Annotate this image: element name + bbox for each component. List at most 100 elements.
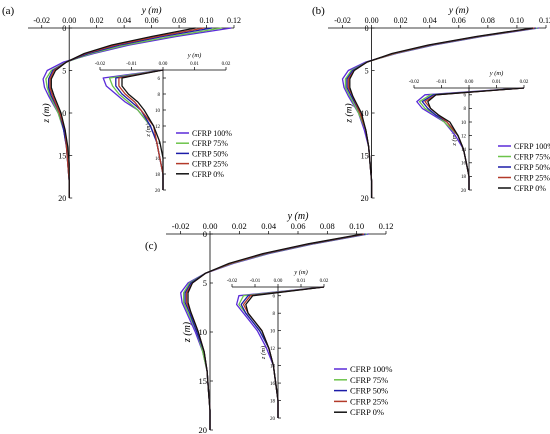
main-x-tick-label: 0.08 — [172, 16, 186, 25]
main-z-tick-label: 20 — [361, 194, 369, 203]
inset-z-tick-label: 18 — [461, 175, 467, 180]
main-x-tick-label: 0.12 — [379, 221, 394, 231]
inset-series-line — [427, 87, 525, 190]
main-plot: -0.02 0.00 0.02 0.04 0.06 0.08 0.10 0.12 0 5 10 15 2… — [28, 5, 241, 203]
inset-z-tick-label: 12 — [155, 125, 161, 130]
main-x-tick-label: -0.02 — [33, 16, 50, 25]
inset-series-line — [424, 87, 525, 190]
main-z-axis-title: z (m) — [41, 103, 52, 123]
main-x-tick-label: 0.04 — [423, 16, 437, 25]
inset-x-axis-title: y (m) — [293, 269, 308, 276]
inset-z-tick-label: 6 — [273, 294, 276, 299]
main-x-tick-label: 0.00 — [365, 16, 379, 25]
main-z-tick-label: 10 — [58, 109, 66, 118]
main-x-tick-label: 0.10 — [510, 16, 524, 25]
inset-z-tick-label: 18 — [155, 173, 161, 178]
legend-label: CFRP 25% — [192, 160, 228, 169]
main-z-tick-label: 0 — [365, 24, 369, 33]
panel-label: (b) — [312, 5, 325, 17]
main-x-axis-title: y (m) — [287, 211, 309, 222]
main-z-tick-label: 5 — [203, 278, 207, 288]
main-series-line — [349, 27, 533, 198]
inset-z-tick-label: 8 — [464, 107, 467, 112]
main-x-tick-label: 0.06 — [452, 16, 466, 25]
inset-z-axis-title: z (m) — [451, 132, 458, 146]
main-x-tick-label: 0.08 — [481, 16, 495, 25]
main-z-tick-label: 20 — [58, 194, 66, 203]
main-x-tick-label: 0.00 — [203, 221, 218, 231]
main-series-line — [187, 233, 363, 430]
legend-label: CFRP 25% — [350, 396, 388, 406]
inset-x-tick-label: -0.01 — [250, 279, 261, 284]
panel-label: (c) — [145, 240, 158, 252]
inset-x-tick-label: 0.02 — [520, 80, 529, 85]
inset-z-tick-label: 8 — [273, 312, 276, 317]
main-x-tick-label: -0.02 — [334, 16, 351, 25]
inset-x-tick-label: 0.01 — [297, 279, 306, 284]
inset-x-tick-label: 0.01 — [190, 62, 199, 67]
legend-label: CFRP 75% — [514, 153, 550, 162]
inset-z-tick-label: 6 — [158, 77, 161, 82]
inset-x-tick-label: 0.02 — [222, 62, 231, 67]
inset-x-tick-label: 0.00 — [274, 279, 283, 284]
legend-label: CFRP 0% — [350, 407, 384, 417]
main-x-tick-label: 0.02 — [394, 16, 408, 25]
inset-series-line — [421, 87, 525, 190]
main-series-line — [49, 27, 204, 198]
main-z-tick-label: 5 — [62, 66, 66, 75]
inset-series-line — [240, 286, 325, 418]
inset-z-tick-label: 20 — [270, 417, 276, 422]
chart-panel: (c) -0.02 0.00 0.02 0.04 0.06 0.08 0.10 0.12 0 5 10… — [145, 211, 393, 434]
inset-z-tick-label: 14 — [155, 141, 161, 146]
main-x-tick-label: 0.00 — [62, 16, 76, 25]
inset-z-tick-label: 12 — [461, 134, 467, 139]
inset-z-tick-label: 6 — [464, 94, 467, 99]
main-x-tick-label: 0.06 — [145, 16, 159, 25]
inset-z-tick-label: 10 — [155, 109, 161, 114]
inset-series-line — [121, 69, 164, 190]
inset-series-line — [238, 286, 325, 418]
panel-label: (a) — [2, 5, 15, 17]
legend-label: CFRP 50% — [192, 149, 228, 158]
legend-label: CFRP 25% — [514, 174, 550, 183]
main-x-tick-label: 0.06 — [291, 221, 306, 231]
inset-z-tick-label: 14 — [270, 364, 276, 369]
legend-label: CFRP 75% — [350, 375, 388, 385]
main-z-axis-title: z (m) — [344, 103, 355, 123]
inset-x-tick-label: -0.01 — [436, 80, 447, 85]
inset-z-tick-label: 10 — [270, 329, 276, 334]
main-z-tick-label: 0 — [203, 229, 207, 239]
inset-x-tick-label: -0.02 — [227, 279, 238, 284]
main-series-line — [50, 27, 196, 198]
main-z-tick-label: 5 — [365, 66, 369, 75]
inset-z-axis-title: z (m) — [260, 346, 267, 360]
inset-z-tick-label: 20 — [155, 189, 161, 194]
main-x-tick-label: 0.12 — [539, 16, 550, 25]
inset-z-tick-label: 16 — [461, 162, 467, 167]
legend-label: CFRP 100% — [192, 129, 232, 138]
inset-x-tick-label: -0.01 — [126, 62, 137, 67]
main-plot: -0.02 0.00 0.02 0.04 0.06 0.08 0.10 0.12 0 5 10 15 2… — [328, 5, 550, 203]
inset-x-tick-label: -0.02 — [95, 62, 106, 67]
inset-series-line — [242, 286, 325, 418]
legend-label: CFRP 100% — [514, 142, 550, 151]
main-z-tick-label: 20 — [199, 425, 208, 434]
inset-x-tick-label: -0.02 — [409, 80, 420, 85]
inset-x-tick-label: 0.01 — [492, 80, 501, 85]
main-series-line — [347, 27, 535, 198]
inset-series-line — [118, 69, 164, 190]
inset-z-axis-title: z (m) — [145, 123, 152, 137]
legend-label: CFRP 75% — [192, 139, 228, 148]
chart-panel: (b) -0.02 0.00 0.02 0.04 0.06 0.08 0.10 0.12 0 5 10… — [312, 5, 550, 203]
legend: CFRP 100%CFRP 75%CFRP 50% CFRP 25%CFRP 0% — [176, 129, 232, 179]
main-x-tick-label: 0.08 — [320, 221, 335, 231]
main-z-tick-label: 15 — [58, 151, 66, 160]
legend-label: CFRP 50% — [350, 386, 388, 396]
inset-z-tick-label: 18 — [270, 399, 276, 404]
main-x-tick-label: 0.12 — [227, 16, 241, 25]
inset-x-axis-title: y (m) — [187, 52, 202, 59]
inset-x-axis-title: y (m) — [489, 70, 504, 77]
